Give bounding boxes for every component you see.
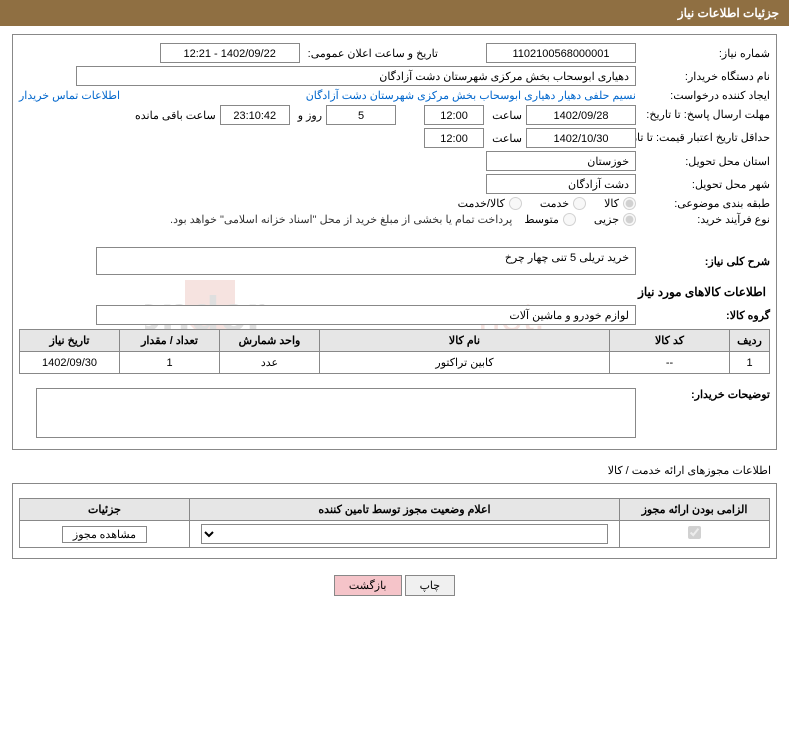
th-mandatory: الزامی بودن ارائه مجوز <box>620 499 770 521</box>
purchase-note: پرداخت تمام یا بخشی از مبلغ خرید از محل … <box>170 213 520 226</box>
main-form-box: شماره نیاز: 1102100568000001 تاریخ و ساع… <box>12 34 777 450</box>
cell-code: -- <box>610 352 730 374</box>
subject-class-radios: کالا خدمت کالا/خدمت <box>458 197 636 210</box>
th-need-date: تاریخ نیاز <box>20 330 120 352</box>
response-date-field: 1402/09/28 <box>526 105 636 125</box>
status-cell <box>190 521 620 548</box>
need-number-field: 1102100568000001 <box>486 43 636 63</box>
countdown-field: 23:10:42 <box>220 105 290 125</box>
page-title: جزئیات اطلاعات نیاز <box>678 6 779 20</box>
days-and-label: روز و <box>294 109 322 122</box>
th-row: ردیف <box>730 330 770 352</box>
days-remaining-field: 5 <box>326 105 396 125</box>
buyer-contact-link[interactable]: اطلاعات تماس خریدار <box>19 89 120 102</box>
status-select[interactable] <box>201 524 607 544</box>
buyer-desc-box <box>36 388 636 438</box>
response-deadline-label: مهلت ارسال پاسخ: تا تاریخ: <box>640 109 770 121</box>
cell-need-date: 1402/09/30 <box>20 352 120 374</box>
requester-label: ایجاد کننده درخواست: <box>640 89 770 102</box>
time-label-1: ساعت <box>488 109 522 122</box>
th-code: کد کالا <box>610 330 730 352</box>
general-desc-label: شرح کلی نیاز: <box>640 255 770 268</box>
time-label-2: ساعت <box>488 132 522 145</box>
price-validity-date-field: 1402/10/30 <box>526 128 636 148</box>
radio-goods-service[interactable]: کالا/خدمت <box>458 197 522 210</box>
details-cell: مشاهده مجوز <box>20 521 190 548</box>
response-time-field: 12:00 <box>424 105 484 125</box>
license-box: الزامی بودن ارائه مجوز اعلام وضعیت مجوز … <box>12 483 777 559</box>
print-button[interactable]: چاپ <box>405 575 456 596</box>
radio-medium[interactable]: متوسط <box>524 213 576 226</box>
buyer-org-label: نام دستگاه خریدار: <box>640 70 770 83</box>
mandatory-cell <box>620 521 770 548</box>
license-row: مشاهده مجوز <box>20 521 770 548</box>
cell-unit: عدد <box>220 352 320 374</box>
buyer-desc-label: توضیحات خریدار: <box>640 384 770 401</box>
general-desc-field: خرید تریلی 5 تنی چهار چرخ <box>96 247 636 275</box>
th-unit: واحد شمارش <box>220 330 320 352</box>
price-validity-time-field: 12:00 <box>424 128 484 148</box>
delivery-city-field: دشت آزادگان <box>486 174 636 194</box>
goods-info-title: اطلاعات کالاهای مورد نیاز <box>23 285 766 299</box>
buyer-org-field: دهیاری ابوسحاب بخش مرکزی شهرستان دشت آزا… <box>76 66 636 86</box>
goods-group-label: گروه کالا: <box>640 309 770 322</box>
requester-name: نسیم حلفی دهیار دهیاری ابوسحاب بخش مرکزی… <box>306 89 636 102</box>
goods-table: ردیف کد کالا نام کالا واحد شمارش تعداد /… <box>19 329 770 374</box>
table-row: 1 -- کابین تراکتور عدد 1 1402/09/30 <box>20 352 770 374</box>
cell-qty: 1 <box>120 352 220 374</box>
page-header: جزئیات اطلاعات نیاز <box>0 0 789 26</box>
price-validity-label: حداقل تاریخ اعتبار قیمت: تا تاریخ: <box>640 132 770 144</box>
button-row: چاپ بازگشت <box>0 567 789 606</box>
th-name: نام کالا <box>320 330 610 352</box>
announce-datetime-field: 1402/09/22 - 12:21 <box>160 43 300 63</box>
need-number-label: شماره نیاز: <box>640 47 770 60</box>
radio-service[interactable]: خدمت <box>540 197 586 210</box>
cell-name: کابین تراکتور <box>320 352 610 374</box>
delivery-province-label: استان محل تحویل: <box>640 155 770 168</box>
announce-datetime-label: تاریخ و ساعت اعلان عمومی: <box>304 47 438 60</box>
license-table: الزامی بودن ارائه مجوز اعلام وضعیت مجوز … <box>19 498 770 548</box>
subject-class-label: طبقه بندی موضوعی: <box>640 197 770 210</box>
th-status: اعلام وضعیت مجوز توسط تامین کننده <box>190 499 620 521</box>
view-license-button[interactable]: مشاهده مجوز <box>62 526 147 543</box>
purchase-type-label: نوع فرآیند خرید: <box>640 213 770 226</box>
radio-goods[interactable]: کالا <box>604 197 636 210</box>
mandatory-checkbox <box>688 526 701 539</box>
delivery-province-field: خوزستان <box>486 151 636 171</box>
radio-partial[interactable]: جزیی <box>594 213 636 226</box>
back-button[interactable]: بازگشت <box>334 575 402 596</box>
th-details: جزئیات <box>20 499 190 521</box>
delivery-city-label: شهر محل تحویل: <box>640 178 770 191</box>
license-section-label: اطلاعات مجوزهای ارائه خدمت / کالا <box>0 458 789 479</box>
remaining-label: ساعت باقی مانده <box>131 109 216 122</box>
goods-group-field: لوازم خودرو و ماشین آلات <box>96 305 636 325</box>
cell-row: 1 <box>730 352 770 374</box>
purchase-type-radios: جزیی متوسط <box>524 213 636 226</box>
th-qty: تعداد / مقدار <box>120 330 220 352</box>
